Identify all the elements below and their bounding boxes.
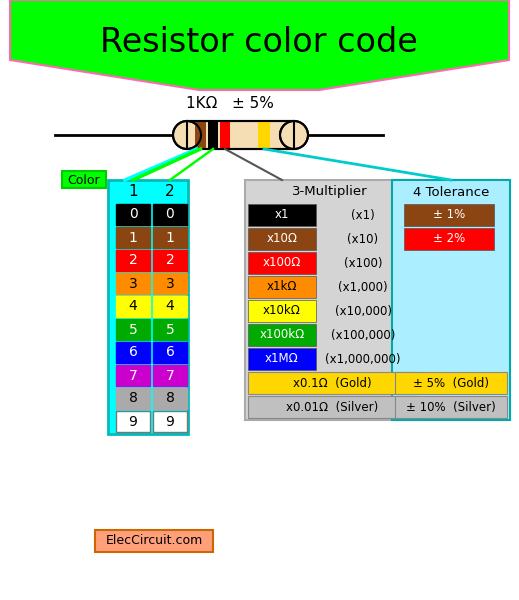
Bar (153, 227, 187, 248)
Text: 6: 6 (166, 346, 174, 359)
Bar (395, 396, 507, 418)
Text: 9: 9 (129, 415, 138, 428)
Bar (62, 171, 106, 188)
Bar (248, 396, 417, 418)
Bar (248, 372, 417, 394)
Text: 3-Multiplier: 3-Multiplier (292, 185, 368, 199)
Ellipse shape (173, 121, 201, 149)
Text: 7: 7 (129, 368, 138, 383)
Bar (220, 121, 230, 149)
Text: (x1): (x1) (351, 208, 375, 221)
Text: 3: 3 (129, 277, 138, 290)
Text: 0: 0 (129, 208, 138, 221)
Bar (245, 180, 420, 420)
Bar (116, 365, 150, 386)
Bar (248, 300, 316, 322)
Text: ± 10%  (Silver): ± 10% (Silver) (406, 401, 496, 413)
Text: x1MΩ: x1MΩ (265, 352, 299, 365)
Bar (248, 276, 316, 298)
Text: (x100,000): (x100,000) (331, 329, 395, 341)
Text: 6: 6 (129, 346, 138, 359)
Text: 3: 3 (166, 277, 174, 290)
Bar (392, 180, 510, 420)
Bar (116, 250, 150, 271)
Text: ± 2%: ± 2% (433, 232, 465, 245)
Text: 1: 1 (166, 230, 174, 245)
Bar (248, 324, 316, 346)
Text: 1KΩ   ± 5%: 1KΩ ± 5% (186, 97, 274, 112)
Text: ± 5%  (Gold): ± 5% (Gold) (413, 377, 489, 389)
Text: (x1,000): (x1,000) (338, 280, 388, 293)
Bar (116, 388, 150, 409)
Text: x1kΩ: x1kΩ (267, 280, 297, 293)
Text: 1: 1 (129, 230, 138, 245)
Bar (248, 204, 316, 226)
Text: x0.01Ω  (Silver): x0.01Ω (Silver) (286, 401, 379, 413)
Bar (95, 530, 213, 552)
Text: 5: 5 (166, 323, 174, 337)
Text: 1: 1 (128, 184, 138, 199)
Bar (153, 388, 187, 409)
Bar (116, 296, 150, 317)
Bar (116, 227, 150, 248)
Bar (153, 250, 187, 271)
Text: (x100): (x100) (344, 257, 383, 269)
Polygon shape (10, 0, 509, 90)
Bar (153, 365, 187, 386)
Text: x0.1Ω  (Gold): x0.1Ω (Gold) (293, 377, 372, 389)
Text: x10kΩ: x10kΩ (263, 304, 301, 317)
Text: 7: 7 (166, 368, 174, 383)
Text: 2: 2 (166, 253, 174, 268)
Bar (116, 204, 150, 225)
Bar (404, 228, 494, 250)
Bar (153, 204, 187, 225)
Text: 4: 4 (129, 299, 138, 313)
Text: ElecCircuit.com: ElecCircuit.com (105, 535, 202, 547)
Bar (248, 252, 316, 274)
Bar (153, 296, 187, 317)
Text: 8: 8 (166, 391, 174, 406)
Text: 9: 9 (166, 415, 174, 428)
Text: ± 1%: ± 1% (433, 208, 465, 221)
Text: 4 Tolerance: 4 Tolerance (413, 185, 489, 199)
Text: 0: 0 (166, 208, 174, 221)
Bar (153, 411, 187, 432)
Bar (404, 204, 494, 226)
Text: 5: 5 (129, 323, 138, 337)
Text: 2: 2 (165, 184, 175, 199)
Bar (116, 273, 150, 294)
Bar (208, 121, 218, 149)
Text: (x10): (x10) (347, 232, 378, 245)
Text: x100Ω: x100Ω (263, 257, 301, 269)
Bar (248, 348, 316, 370)
Bar (116, 319, 150, 340)
Bar (248, 228, 316, 250)
Ellipse shape (280, 121, 308, 149)
Bar (108, 180, 188, 434)
Text: x1: x1 (275, 208, 289, 221)
Bar (116, 411, 150, 432)
Bar (187, 121, 294, 149)
Text: x10Ω: x10Ω (266, 232, 297, 245)
Bar (395, 372, 507, 394)
Text: (x10,000): (x10,000) (335, 304, 391, 317)
Text: 8: 8 (129, 391, 138, 406)
Bar (153, 273, 187, 294)
Text: Color: Color (67, 173, 100, 187)
Text: x100kΩ: x100kΩ (260, 329, 305, 341)
Text: Resistor color code: Resistor color code (100, 25, 418, 58)
Bar (153, 342, 187, 363)
Text: 2: 2 (129, 253, 138, 268)
Bar (153, 319, 187, 340)
Bar (195, 121, 206, 149)
Text: 4: 4 (166, 299, 174, 313)
Text: (x1,000,000): (x1,000,000) (325, 352, 401, 365)
Bar (258, 121, 270, 149)
Bar (116, 342, 150, 363)
Bar (187, 121, 294, 149)
